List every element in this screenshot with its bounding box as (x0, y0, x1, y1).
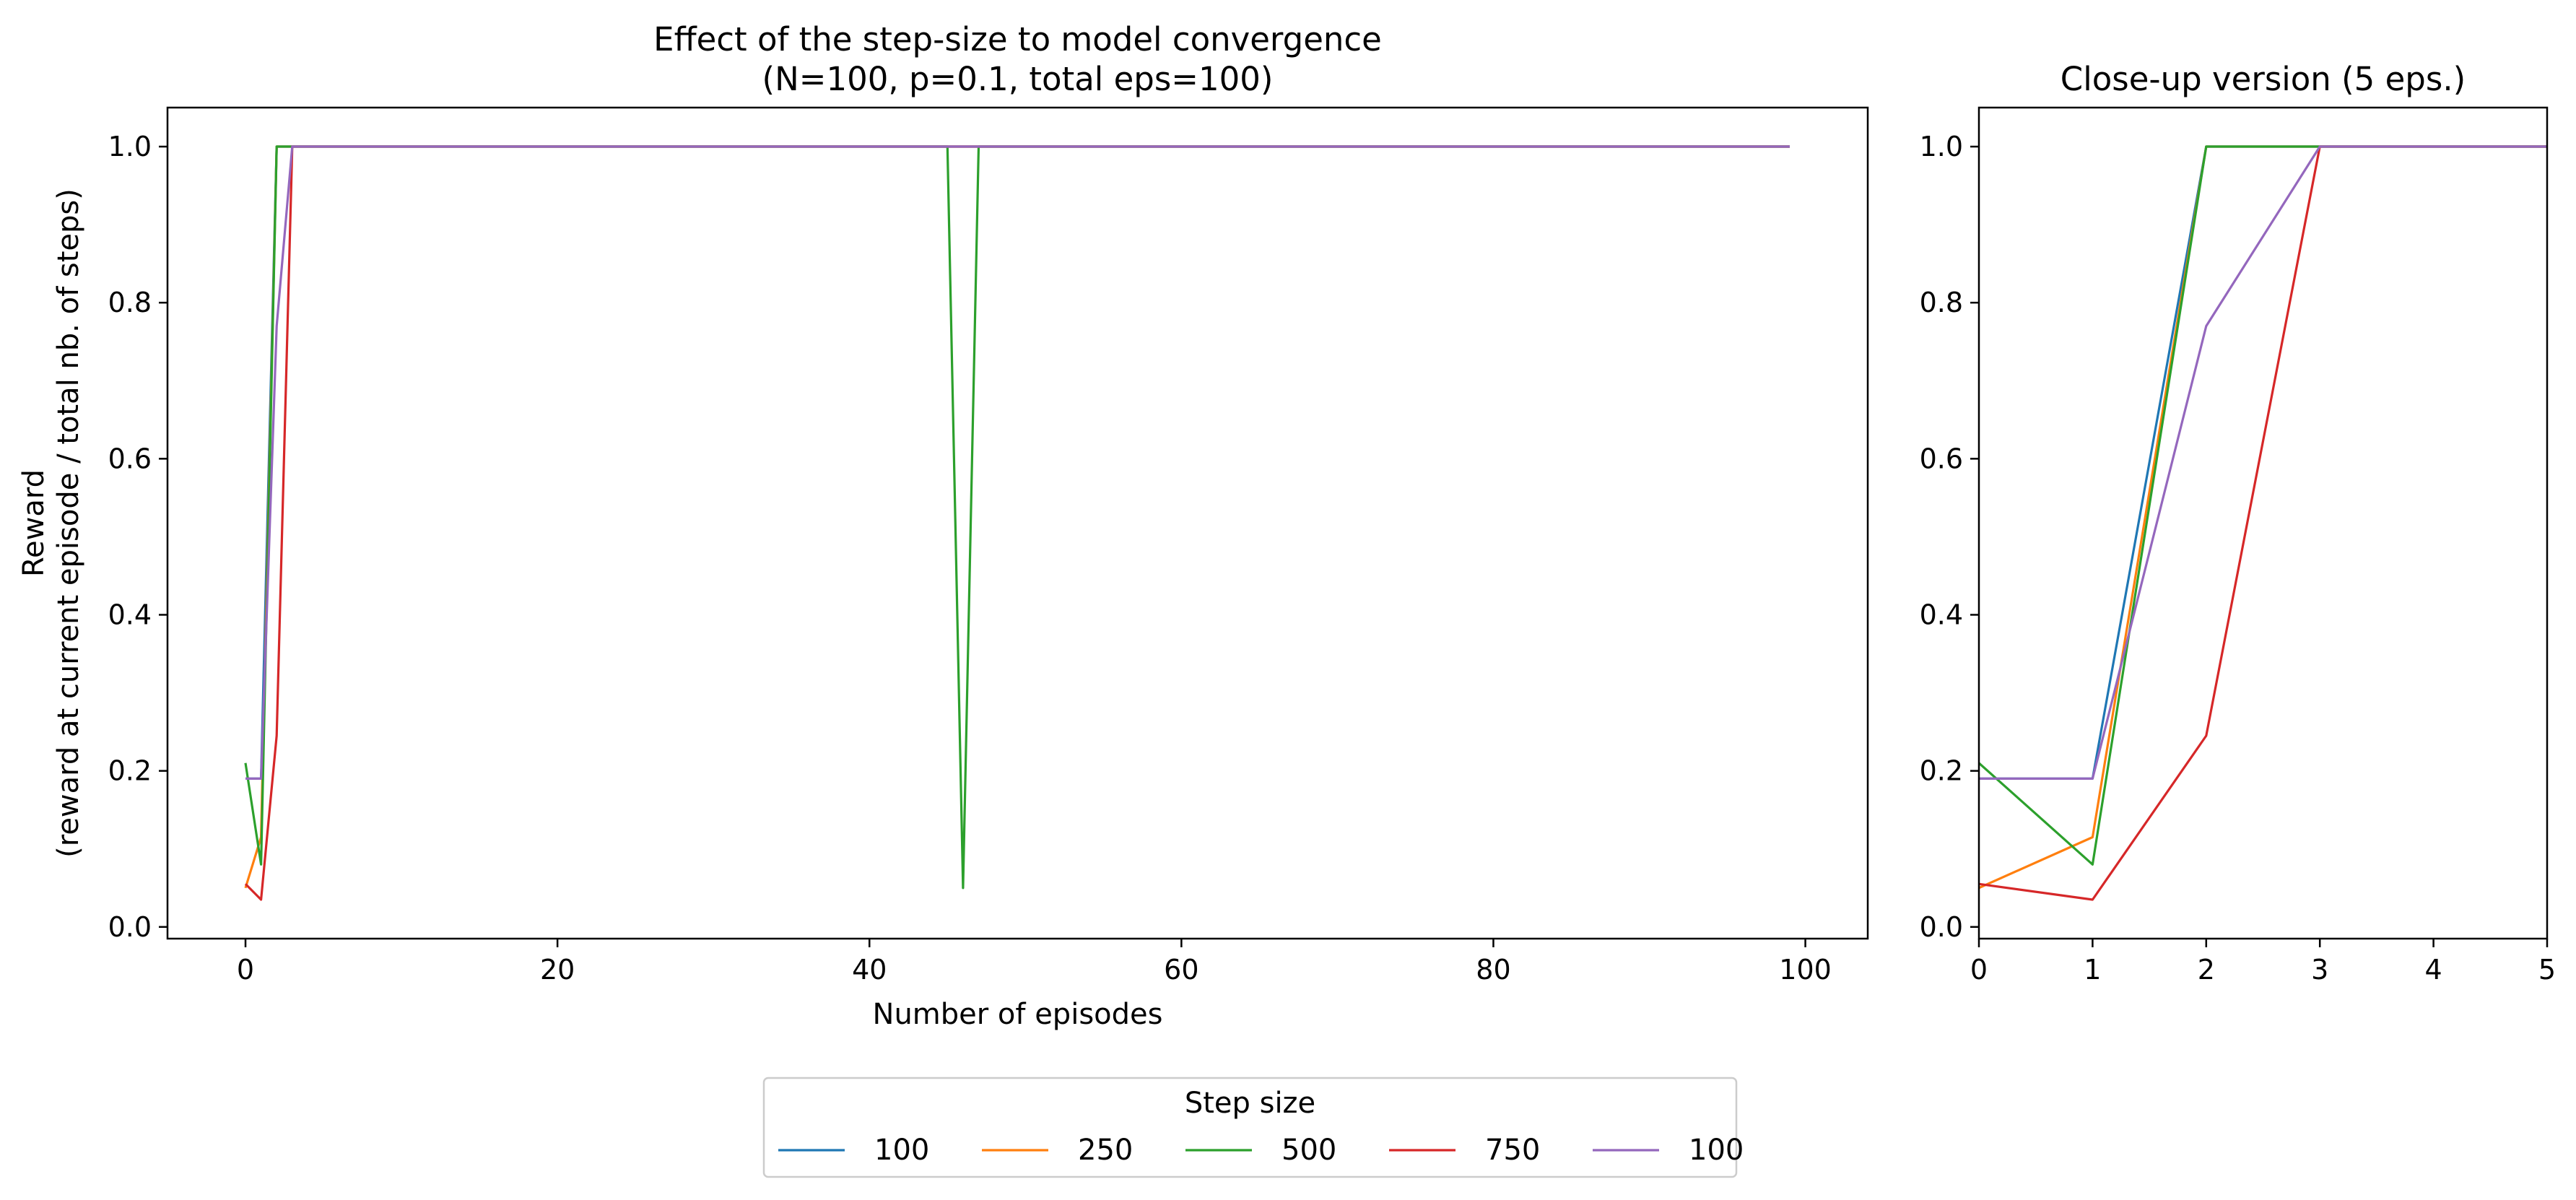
x-axis-label: Number of episodes (873, 998, 1163, 1031)
series-line-250-1 (244, 145, 1790, 889)
x-tick-label: 100 (1779, 954, 1832, 986)
y-tick-label: 0.0 (108, 911, 152, 943)
panel-closeup: 0 1 2 3 4 5 0.0 0.2 0.4 0.6 0.8 1.0 Close-up version… (1920, 60, 2557, 986)
axes-frame (166, 106, 1869, 940)
x-tick-label: 4 (2425, 954, 2442, 986)
legend-title: Step size (1185, 1087, 1315, 1120)
y-tick-label: 1.0 (1920, 131, 1963, 162)
y-tick-label: 1.0 (108, 131, 152, 162)
series-line-750-3 (244, 145, 1790, 901)
y-tick-label: 0.4 (1920, 599, 1963, 630)
x-tick-label: 20 (540, 954, 575, 986)
legend-box (762, 1077, 1738, 1178)
x-tick-label: 1 (2084, 954, 2101, 986)
x-tick-label: 2 (2198, 954, 2215, 986)
chart-title-line: Close-up version (5 eps.) (2061, 60, 2466, 98)
legend-label-1: 250 (1078, 1134, 1133, 1167)
series-line-100-4 (1979, 145, 2547, 780)
x-tick-label: 80 (1476, 954, 1510, 986)
series-line-100-0 (1979, 145, 2547, 780)
series-group (244, 145, 1790, 901)
series-line-250-1 (1979, 145, 2547, 890)
series-line-500-2 (244, 145, 1790, 890)
axes-frame (1977, 106, 2549, 940)
y-tick-label: 0.8 (1920, 287, 1963, 318)
x-tick-label: 3 (2311, 954, 2328, 986)
series-line-100-4 (245, 145, 1790, 780)
y-tick-label: 0.8 (108, 287, 152, 318)
x-tick-label: 40 (852, 954, 887, 986)
y-tick-label: 0.2 (1920, 755, 1963, 787)
legend-label-3: 750 (1485, 1134, 1540, 1167)
x-tick-label: 60 (1164, 954, 1198, 986)
legend-label-4: 100 (1689, 1134, 1744, 1167)
y-axis-label-line: Reward (17, 469, 51, 577)
legend: Step size 100 250 500 750 100 (762, 1077, 1744, 1178)
x-tick-label: 0 (1970, 954, 1988, 986)
y-tick-label: 0.6 (1920, 443, 1963, 474)
series-line-500-2 (1979, 145, 2547, 866)
y-tick-label: 0.4 (108, 599, 152, 630)
legend-label-2: 500 (1282, 1134, 1336, 1167)
legend-label-0: 100 (874, 1134, 929, 1167)
y-tick-label: 0.0 (1920, 911, 1963, 943)
series-line-100-0 (245, 145, 1790, 780)
series-group (1979, 145, 2547, 901)
x-tick-label: 0 (237, 954, 254, 986)
series-line-750-3 (1979, 145, 2547, 901)
x-tick-label: 5 (2538, 954, 2556, 986)
y-tick-label: 0.2 (108, 755, 152, 787)
panel-main: 0 20 40 60 80 100 0.0 0.2 0.4 0.6 0.8 1.0 Effect of … (17, 20, 1869, 1031)
y-axis-label-line: (reward at current episode / total nb. o… (52, 188, 85, 858)
chart-title-line: Effect of the step-size to model converg… (653, 20, 1382, 58)
chart-title-line: (N=100, p=0.1, total eps=100) (762, 60, 1274, 98)
y-tick-label: 0.6 (108, 443, 152, 474)
